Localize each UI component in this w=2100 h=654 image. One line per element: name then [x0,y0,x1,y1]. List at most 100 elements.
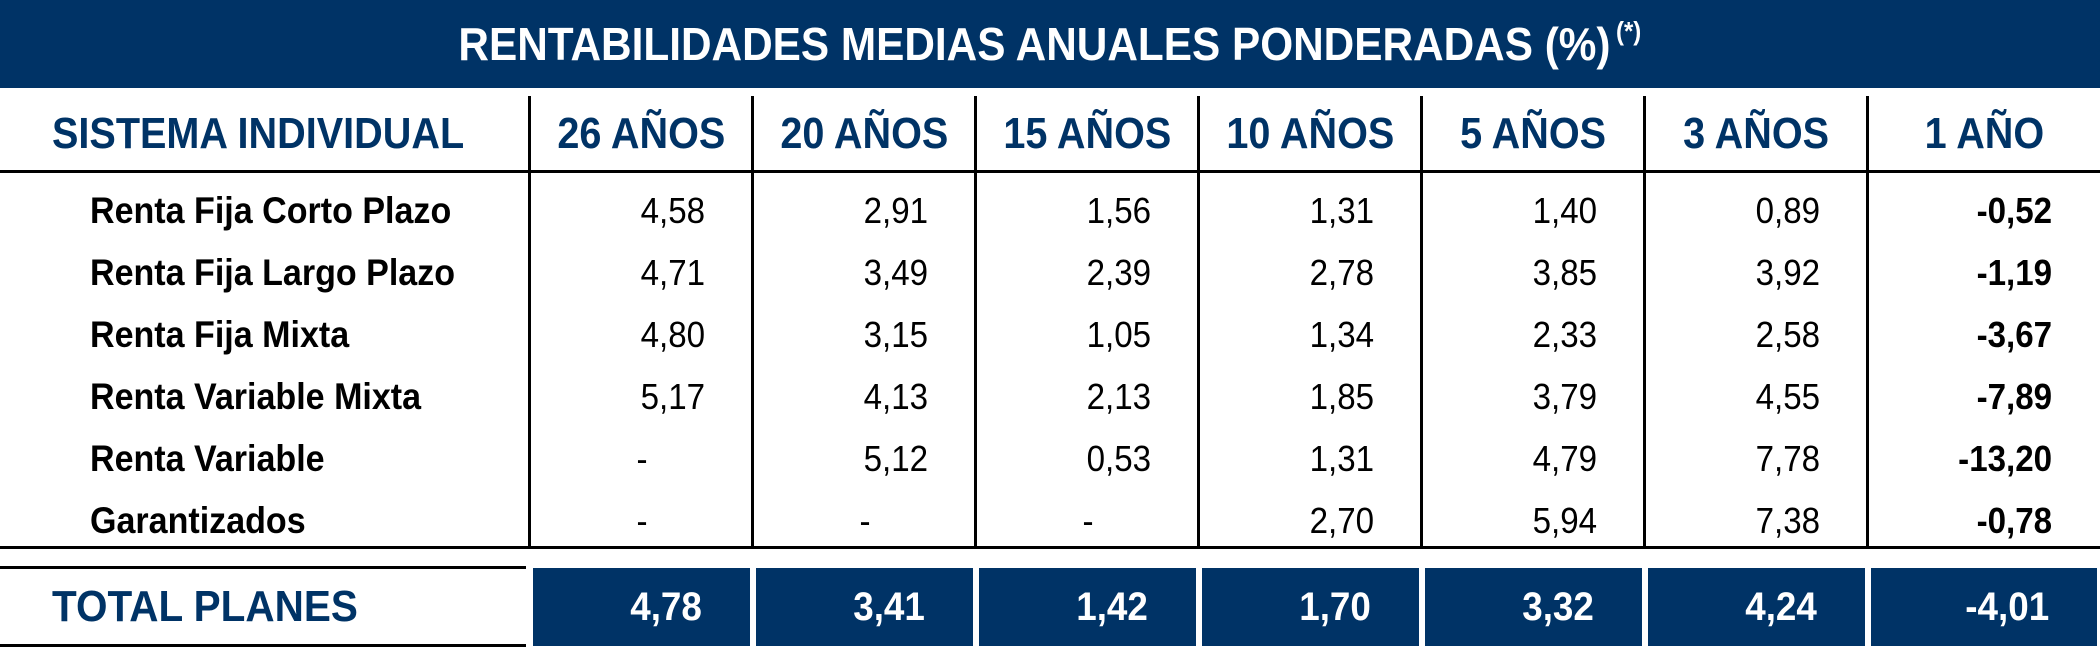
table-cell: - [976,490,1199,552]
table-cell: 5,12 [753,428,976,490]
total-label-top-rule [0,566,526,569]
table-cell-value: 3,15 [863,314,928,355]
table-cell: 3,49 [753,242,976,304]
column-header-1: 26 AÑOS [530,96,753,172]
table-cell: 1,31 [1199,428,1422,490]
table-cell: 1,56 [976,180,1199,242]
table-cell-value: - [635,438,648,479]
table-cell: 2,33 [1422,304,1645,366]
table-cell: 3,79 [1422,366,1645,428]
column-header-6: 3 AÑOS [1645,96,1868,172]
row-label-text: Renta Fija Mixta [90,314,350,355]
table-cell: 1,85 [1199,366,1422,428]
table-cell-value: 5,12 [863,438,928,479]
table-cell-value: 4,55 [1755,376,1820,417]
header-rule [0,170,2100,173]
table-cell: -7,89 [1868,366,2100,428]
total-label-bottom-rule [0,644,526,647]
column-header-2: 20 AÑOS [753,96,976,172]
table-cell-value: -7,89 [1976,376,2052,417]
table-cell: 3,85 [1422,242,1645,304]
table-cell-value: 4,71 [640,252,705,293]
table-cell-value: -3,67 [1976,314,2052,355]
total-cell: 1,70 [1202,568,1419,646]
table-cell: - [753,490,976,552]
total-cell-value: 4,78 [630,584,702,629]
table-cell-value: 1,40 [1532,190,1597,231]
total-cell: 4,24 [1648,568,1865,646]
table-title-text: RENTABILIDADES MEDIAS ANUALES PONDERADAS… [458,18,1611,70]
table-cell: -1,19 [1868,242,2100,304]
table-cell: 7,78 [1645,428,1868,490]
table-cell: 1,40 [1422,180,1645,242]
table-cell: -0,52 [1868,180,2100,242]
row-label: Renta Fija Largo Plazo [90,242,530,304]
row-label-text: Renta Variable Mixta [90,376,422,417]
row-label-text: Renta Fija Largo Plazo [90,252,456,293]
total-cell: 3,41 [756,568,973,646]
table-cell-value: - [635,500,648,541]
row-label: Renta Fija Mixta [90,304,530,366]
row-label-text: Renta Variable [90,438,325,479]
table-cell-value: 2,39 [1086,252,1151,293]
table-cell-value: 2,78 [1309,252,1374,293]
table-cell: 4,79 [1422,428,1645,490]
table-cell-value: 3,49 [863,252,928,293]
title-footnote-mark: (*) [1616,15,1642,46]
table-cell-value: - [858,500,871,541]
table-cell-value: 1,31 [1309,438,1374,479]
table-cell: 4,13 [753,366,976,428]
table-cell-value: 1,05 [1086,314,1151,355]
table-cell: 7,38 [1645,490,1868,552]
table-cell: 4,71 [530,242,753,304]
table-cell-value: -0,78 [1976,500,2052,541]
table-cell-value: - [1081,500,1094,541]
table-cell: 2,58 [1645,304,1868,366]
table-cell: 5,17 [530,366,753,428]
table-cell-value: 3,85 [1532,252,1597,293]
table-cell: -3,67 [1868,304,2100,366]
total-cell-value: 3,32 [1522,584,1594,629]
table-cell-value: 4,58 [640,190,705,231]
row-header-text: SISTEMA INDIVIDUAL [52,109,465,158]
table-cell-value: 3,92 [1755,252,1820,293]
table-title: RENTABILIDADES MEDIAS ANUALES PONDERADAS… [458,15,1642,71]
table-cell: 4,58 [530,180,753,242]
table-cell: 1,05 [976,304,1199,366]
table-cell: 3,92 [1645,242,1868,304]
column-separator-5 [1420,96,1423,548]
column-separator-4 [1197,96,1200,548]
table-cell-value: 2,91 [863,190,928,231]
column-header-text: 1 AÑO [1924,109,2044,158]
table-cell: -13,20 [1868,428,2100,490]
column-header-5: 5 AÑOS [1422,96,1645,172]
row-label: Renta Variable Mixta [90,366,530,428]
column-separator-3 [974,96,977,548]
table-cell: 5,94 [1422,490,1645,552]
total-cell: 1,42 [979,568,1196,646]
table-cell-value: 4,79 [1532,438,1597,479]
column-separator-6 [1643,96,1646,548]
table-cell: 1,34 [1199,304,1422,366]
table-cell: 4,55 [1645,366,1868,428]
column-header-text: 20 AÑOS [780,109,949,158]
table-cell-value: 2,58 [1755,314,1820,355]
table-cell-value: 3,79 [1532,376,1597,417]
column-header-text: 3 AÑOS [1683,109,1830,158]
table-cell-value: 5,17 [640,376,705,417]
table-cell: 2,39 [976,242,1199,304]
table-cell-value: 1,56 [1086,190,1151,231]
table-cell-value: -13,20 [1958,438,2052,479]
column-header-4: 10 AÑOS [1199,96,1422,172]
table-cell: 3,15 [753,304,976,366]
row-header-label: SISTEMA INDIVIDUAL [0,96,530,172]
table-cell-value: 4,80 [640,314,705,355]
table-cell-value: 1,85 [1309,376,1374,417]
table-cell: 2,13 [976,366,1199,428]
row-label-text: Garantizados [90,500,306,541]
table-cell-value: 5,94 [1532,500,1597,541]
table-cell-value: 0,53 [1086,438,1151,479]
table-cell-value: 4,13 [863,376,928,417]
table-cell: 0,89 [1645,180,1868,242]
